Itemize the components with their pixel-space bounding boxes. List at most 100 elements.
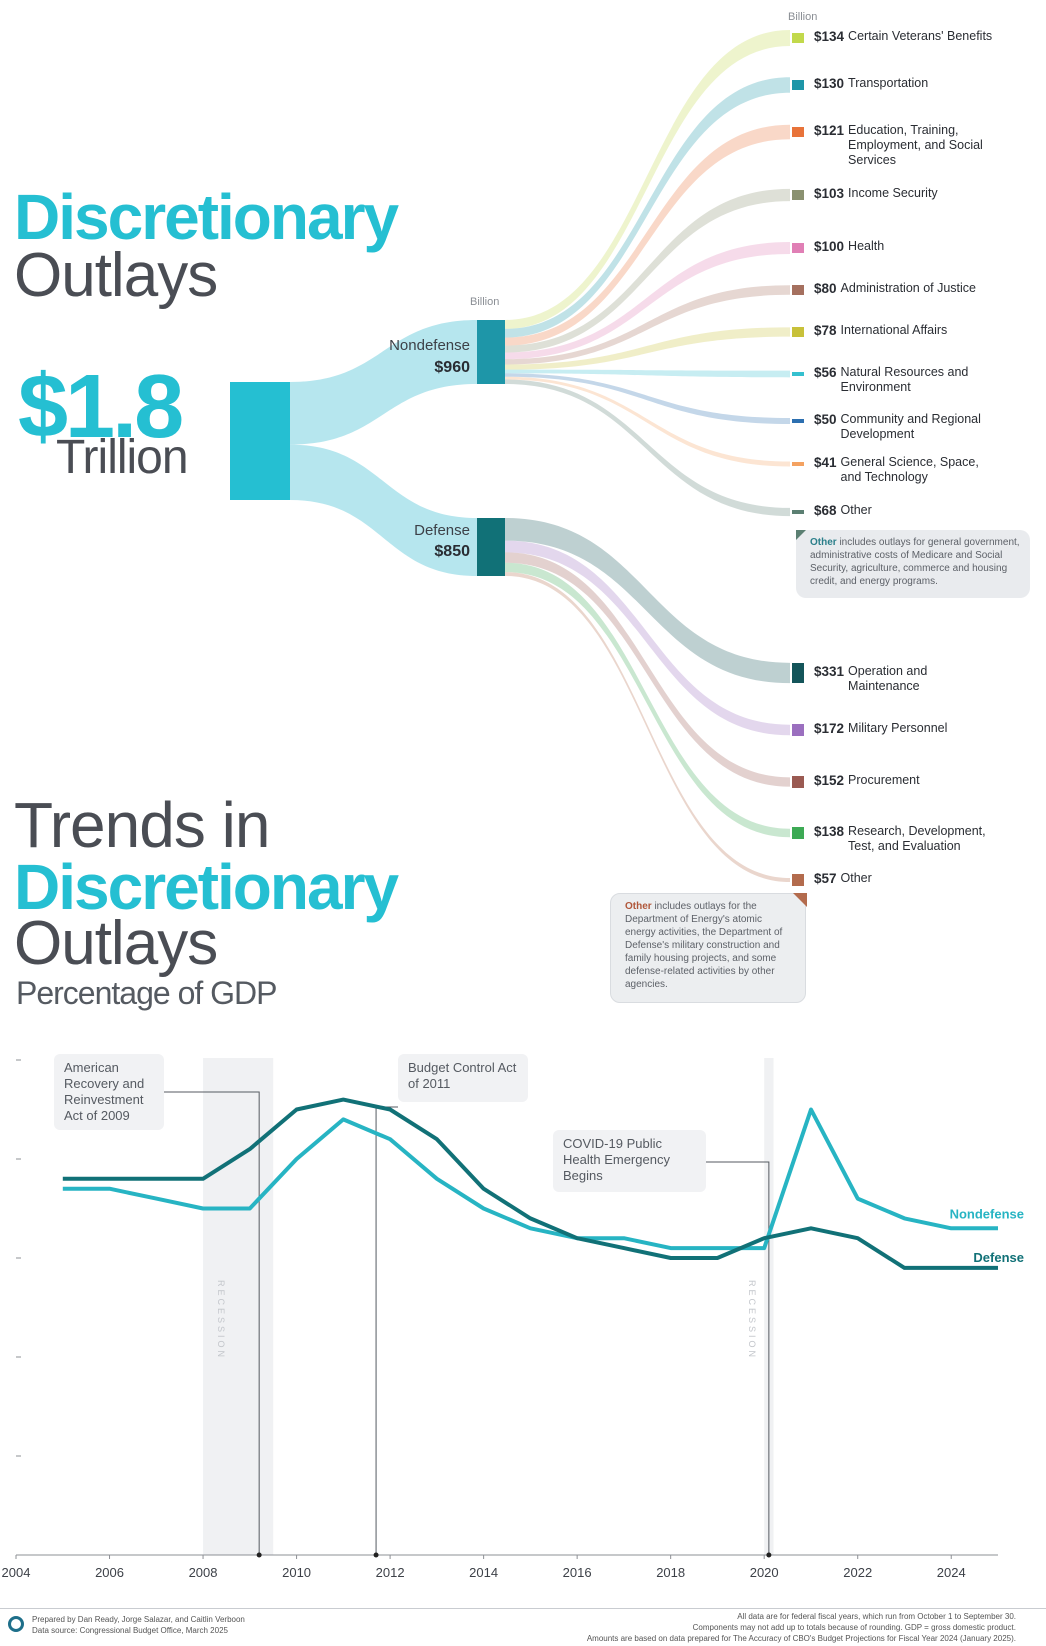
- defense-swatch-3: [792, 827, 804, 839]
- annotation-leader: [706, 1161, 770, 1555]
- defense-swatch-1: [792, 724, 804, 736]
- nondefense-flow-8: [505, 373, 790, 424]
- nondefense-item-amount: $130: [814, 76, 845, 91]
- x-tick-label: 2004: [2, 1565, 31, 1580]
- nondefense-item-text: Natural Resources and Environment: [840, 365, 969, 394]
- nondefense-item-amount: $80: [814, 281, 837, 296]
- nondefense-swatch-5: [792, 285, 804, 295]
- annotation-dot: [256, 1552, 262, 1558]
- nondefense-flow-5: [505, 285, 790, 365]
- nondefense-item-text: Health: [848, 239, 885, 253]
- defense-flow-2: [505, 552, 790, 787]
- nondefense-flow-4: [505, 242, 790, 360]
- note-lead: Other: [625, 901, 652, 912]
- nondefense-item-text: Other: [840, 503, 872, 517]
- trends-line1: Trends in: [14, 789, 270, 861]
- nondefense-series-label: Nondefense: [950, 1206, 1024, 1221]
- x-tick-label: 2024: [937, 1565, 966, 1580]
- nondefense-item-label: $134 Certain Veterans' Benefits: [814, 29, 1029, 44]
- defense-item-label: $331 Operation and Maintenance: [814, 664, 1029, 694]
- trends-line3: Outlays: [14, 909, 218, 978]
- trends-subtitle: Percentage of GDP: [16, 975, 277, 1011]
- annotation-bca: Budget Control Act of 2011: [398, 1054, 528, 1102]
- nondefense-item-text: Community and Regional Development: [840, 412, 981, 441]
- defense-bar: [477, 518, 505, 576]
- defense-flow-4: [505, 572, 790, 882]
- nondefense-item-label: $80 Administration of Justice: [814, 281, 1029, 296]
- x-tick-label: 2010: [282, 1565, 311, 1580]
- x-tick-label: 2018: [656, 1565, 685, 1580]
- defense-flow-1: [505, 540, 790, 736]
- defense-item-label: $172 Military Personnel: [814, 721, 1029, 736]
- nondefense-line: [62, 1107, 998, 1251]
- right-unit-label: Billion: [788, 11, 817, 23]
- nondefense-flow-9: [505, 376, 790, 467]
- defense-item-text: Research, Development, Test, and Evaluat…: [848, 824, 986, 853]
- nondefense-bar: [477, 320, 505, 384]
- defense-amount: $850: [434, 543, 470, 560]
- nondefense-item-amount: $56: [814, 365, 837, 380]
- nondefense-amount: $960: [434, 359, 470, 376]
- annotation-leader: [375, 1106, 398, 1555]
- nondefense-swatch-0: [792, 33, 804, 43]
- recession-label: RECESSION: [216, 1280, 226, 1360]
- nondefense-item-amount: $121: [814, 123, 845, 138]
- defense-item-text: Military Personnel: [848, 721, 948, 735]
- logo-icon: [8, 1616, 24, 1632]
- x-tick-label: 2014: [469, 1565, 498, 1580]
- x-tick-label: 2022: [843, 1565, 872, 1580]
- nondefense-swatch-3: [792, 190, 804, 200]
- total-amount: $1.8: [18, 357, 184, 457]
- nondefense-swatch-9: [792, 462, 804, 466]
- defense-item-amount: $138: [814, 824, 845, 839]
- defense-item-label: $138 Research, Development, Test, and Eva…: [814, 824, 1029, 854]
- nondefense-item-label: $100 Health: [814, 239, 1029, 254]
- note-text: includes outlays for the Department of E…: [625, 901, 783, 990]
- defense-name: Defense: [414, 522, 470, 539]
- note-lead: Other: [810, 537, 837, 548]
- nondefense-item-label: $68 Other: [814, 503, 1029, 518]
- x-tick-label: 2006: [95, 1565, 124, 1580]
- footer-credits: Prepared by Dan Ready, Jorge Salazar, an…: [32, 1615, 245, 1624]
- headline-discretionary: Discretionary: [14, 181, 399, 253]
- annotation-leader: [164, 1091, 260, 1555]
- nondefense-item-label: $56 Natural Resources and Environment: [814, 365, 1029, 395]
- annotation-dot: [766, 1552, 772, 1558]
- footer-divider: [0, 1608, 1046, 1609]
- nondefense-item-amount: $41: [814, 455, 837, 470]
- defense-trunk-flow: [290, 444, 477, 576]
- nondefense-swatch-1: [792, 80, 804, 90]
- trends-line-chart: RECESSION RECESSION 2004 2006 2008 2010 2012 2…: [2, 1058, 1024, 1580]
- note-corner-icon: [793, 893, 807, 907]
- nondefense-item-text: Transportation: [848, 76, 929, 90]
- x-tick-label: 2016: [563, 1565, 592, 1580]
- recession-label: RECESSION: [747, 1280, 757, 1360]
- footer-source: Data source: Congressional Budget Office…: [32, 1626, 228, 1635]
- defense-item-amount: $172: [814, 721, 845, 736]
- defense-item-amount: $57: [814, 871, 837, 886]
- x-tick-label: 2008: [189, 1565, 218, 1580]
- nondefense-item-text: Education, Training, Employment, and Soc…: [848, 123, 983, 167]
- footer-note-1: All data are for federal fiscal years, w…: [737, 1612, 1016, 1621]
- nondefense-item-label: $103 Income Security: [814, 186, 1029, 201]
- nondefense-item-label: $41 General Science, Space, and Technolog…: [814, 455, 1029, 485]
- defense-item-text: Procurement: [848, 773, 920, 787]
- nondefense-other-note: Other includes outlays for general gover…: [796, 530, 1030, 598]
- headline-outlays: Outlays: [14, 241, 218, 310]
- nondefense-flow-6: [505, 327, 790, 370]
- nondefense-swatch-10: [792, 510, 804, 514]
- nondefense-swatch-8: [792, 419, 804, 423]
- note-corner-icon: [796, 530, 806, 540]
- annotation-dot: [373, 1552, 379, 1558]
- footer-note-2: Components may not add up to totals beca…: [692, 1623, 1016, 1632]
- defense-flow-3: [505, 562, 790, 838]
- nondefense-trunk-flow: [290, 320, 477, 445]
- nondefense-swatch-2: [792, 127, 804, 137]
- defense-swatch-0: [792, 663, 804, 683]
- recession-band: [203, 1058, 274, 1555]
- nondefense-flow-7: [505, 369, 790, 378]
- trends-line2: Discretionary: [14, 851, 399, 923]
- nondefense-item-label: $50 Community and Regional Development: [814, 412, 1029, 442]
- nondefense-flow-2: [505, 124, 790, 346]
- mid-unit-label: Billion: [470, 296, 499, 308]
